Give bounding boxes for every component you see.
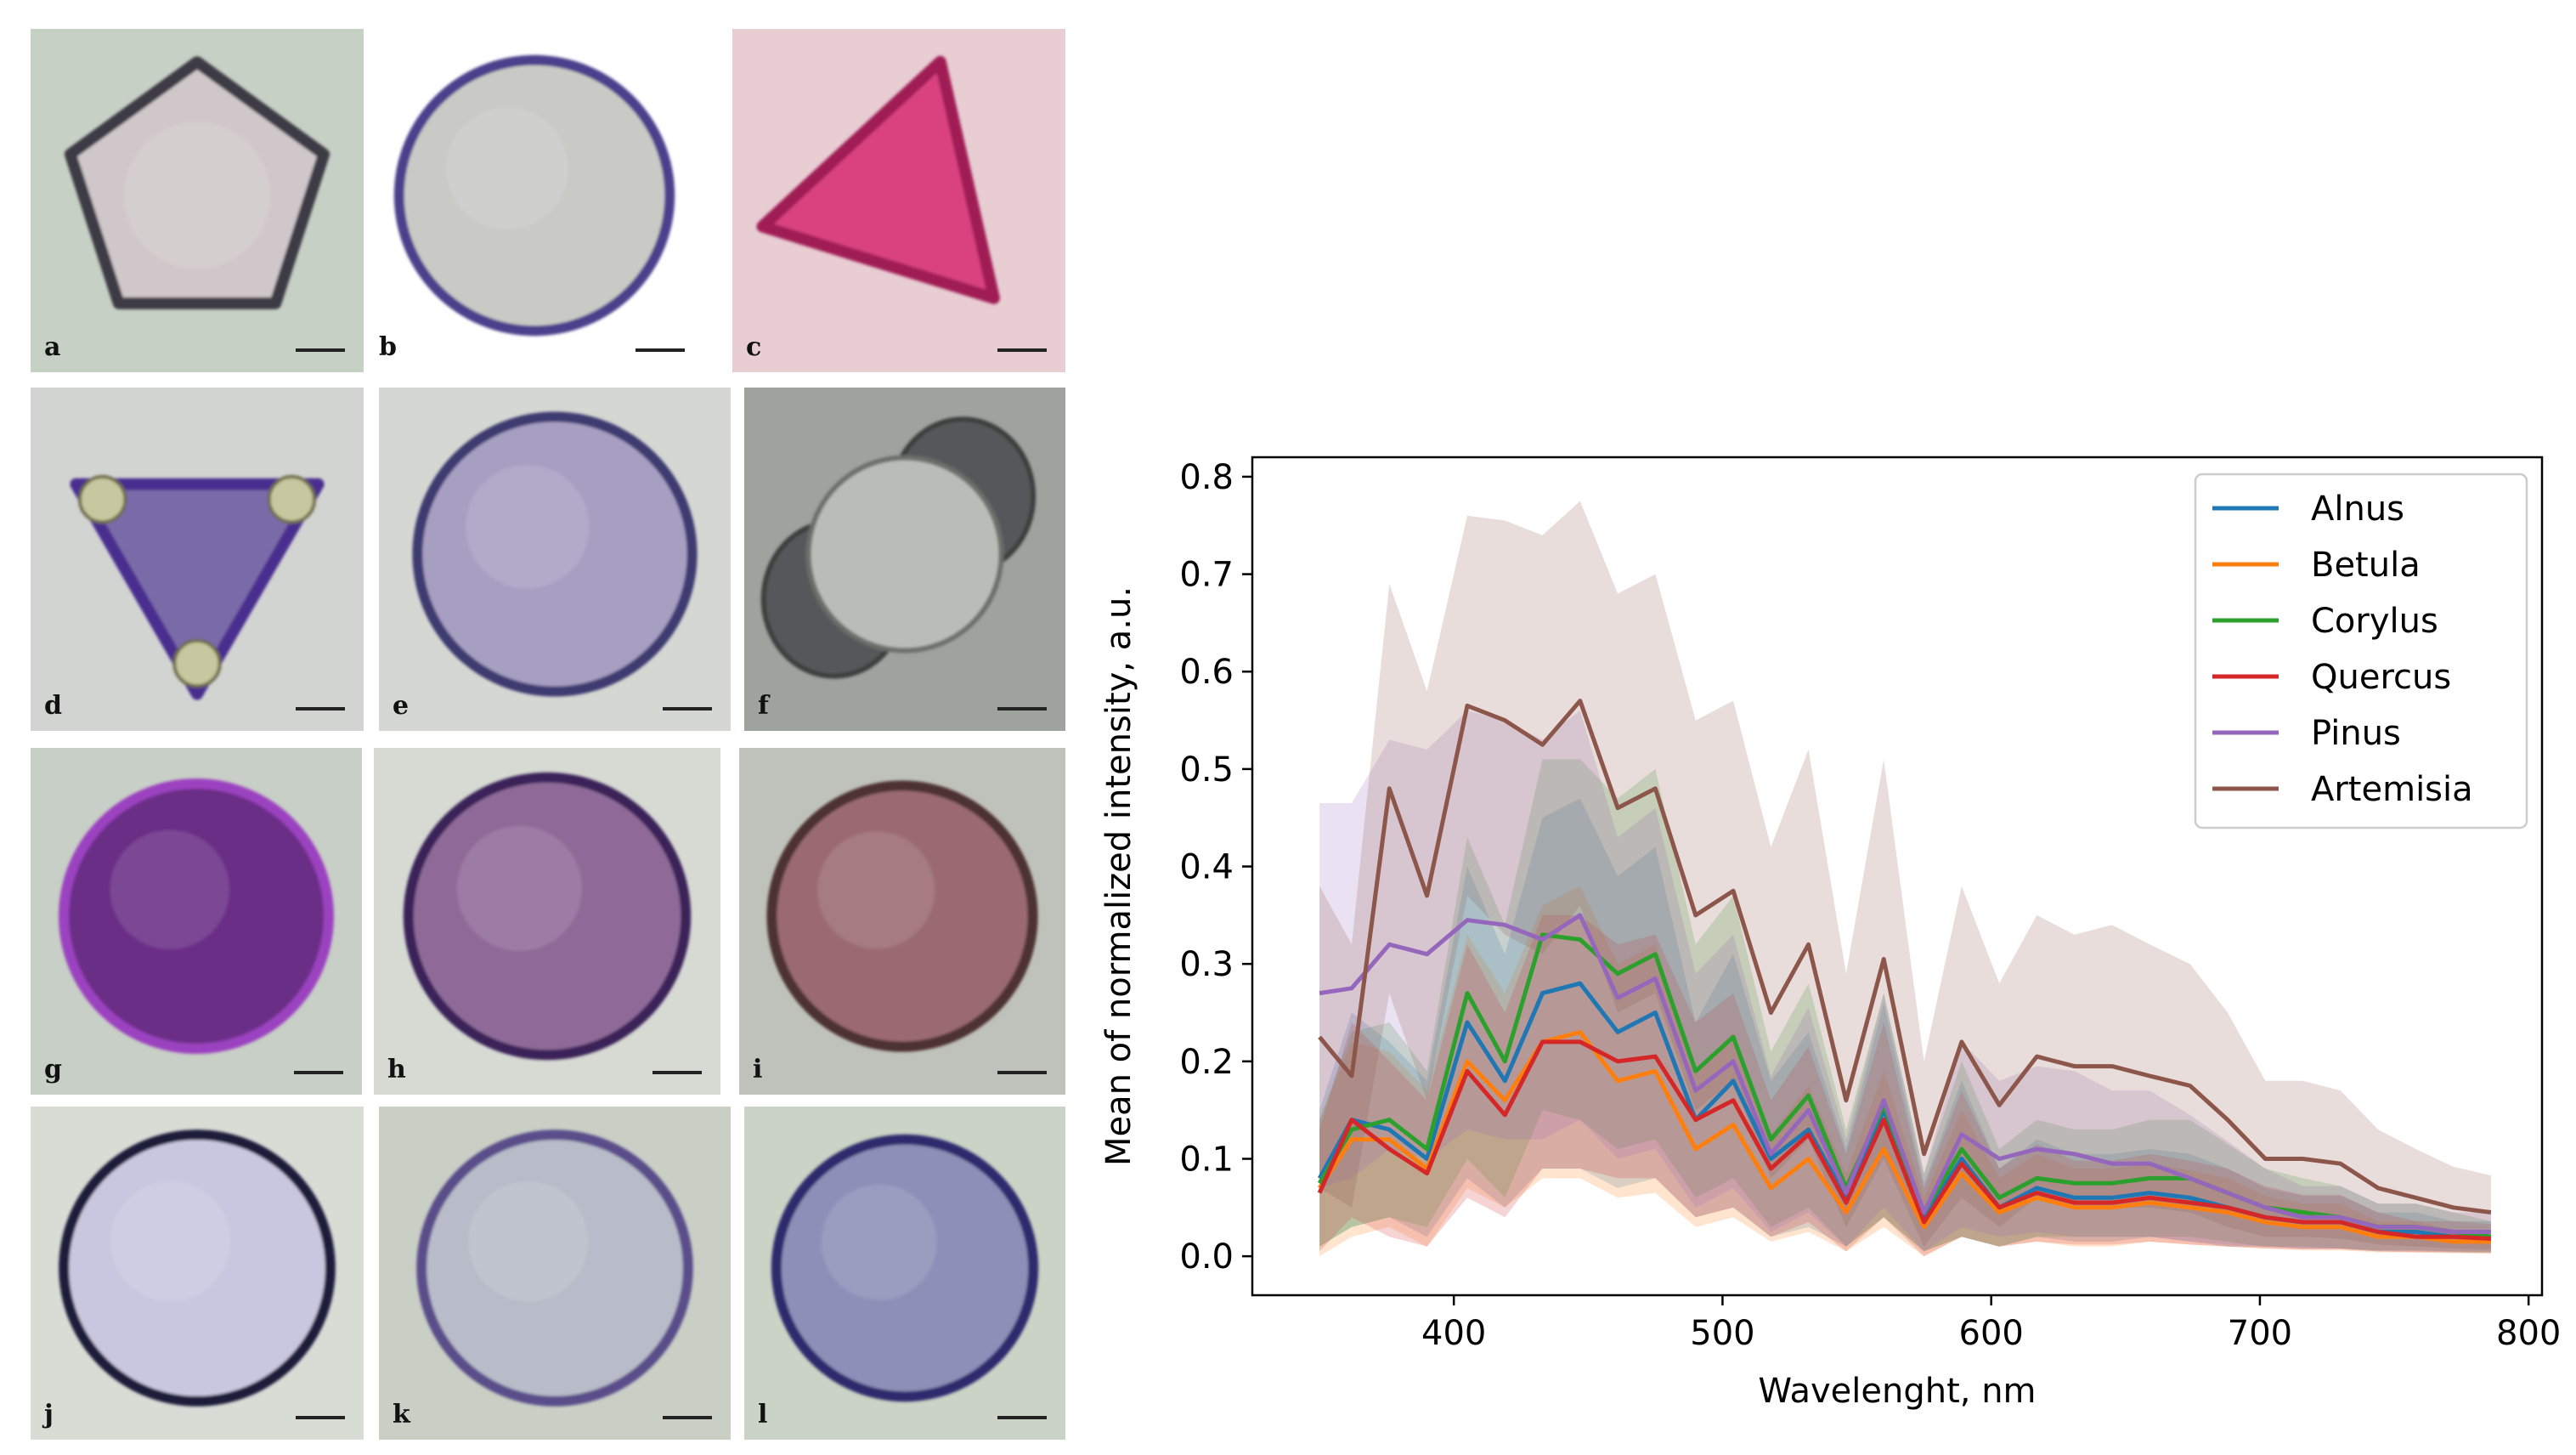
pollen-grain [403,772,692,1061]
band-betula [1319,886,2491,1257]
spectrum-chart: 400 500 600 700 800 0.0 0.1 0.2 0.3 0.4 0.5 0.6 0.7 0… [1099,456,2561,1411]
x-tick-label: 700 [2228,1314,2292,1353]
pollen-grain [59,778,334,1054]
pollen-grain [70,475,325,700]
micrograph-panel-d: d [31,388,364,731]
pollen-grain [59,1129,336,1407]
y-tick-label: 0.0 [1179,1237,1234,1277]
legend-item-corylus: Corylus [2212,602,2438,641]
y-tick-label: 0.2 [1179,1043,1234,1082]
micrograph-panel-b: b [365,29,703,372]
band-quercus [1319,914,2491,1257]
pollen-grain [760,416,1037,679]
line-betula [1318,1029,2491,1244]
line-artemisia [1318,699,2492,1214]
panel-label: b [379,332,397,362]
band-artemisia [1319,501,2491,1250]
x-axis-label: Wavelenght, nm [1758,1372,2036,1411]
y-tick-label: 0.8 [1179,458,1234,497]
micrograph-panel-g: g [31,748,362,1095]
legend-label: Alnus [2311,490,2404,529]
band-alnus [1319,798,2491,1253]
micrograph-panel-j: j [31,1107,364,1440]
plot-frame [1251,456,2544,1297]
pollen-grain [756,55,1000,304]
micrograph-panel-e: e [379,388,731,731]
legend-item-betula: Betula [2212,546,2421,585]
y-tick-label: 0.3 [1179,945,1234,984]
pollen-grain [771,1134,1039,1402]
y-tick-label: 0.1 [1179,1140,1234,1179]
panel-label: d [44,691,62,721]
panel-label: e [393,691,409,721]
legend-label: Betula [2311,546,2421,585]
x-tick-label: 400 [1421,1314,1486,1353]
micrograph-panel-c: c [732,29,1065,372]
legend: Alnus Betula Corylus Quercus Pinus Artemisia [2194,473,2528,829]
axis-ticks: 400 500 600 700 800 0.0 0.1 0.2 0.3 0.4 0.5 0.6 0.7 0… [1179,458,2561,1353]
legend-label: Pinus [2311,714,2401,753]
micrograph-panel-f: f [744,388,1065,731]
pollen-grain [393,54,675,337]
panel-label: c [746,332,761,362]
panel-label: j [42,1400,54,1430]
panel-label: h [387,1055,406,1084]
line-quercus [1317,1039,2492,1241]
pollen-grain [416,1129,693,1407]
pollen-grain [412,411,698,697]
micrograph-panel-k: k [379,1107,731,1440]
panel-label: g [44,1055,62,1084]
legend-item-pinus: Pinus [2212,714,2401,753]
legend-item-alnus: Alnus [2212,490,2404,529]
micrograph-grid: a b c d e f g h i j k l [31,29,1065,1440]
legend-label: Quercus [2311,658,2451,697]
band-corylus [1319,759,2491,1253]
pollen-grain [64,56,330,309]
series-lines [1317,699,2492,1244]
micrograph-panel-a: a [31,29,364,372]
x-tick-label: 600 [1959,1314,2024,1353]
y-tick-label: 0.6 [1179,653,1234,692]
micrograph-panel-l: l [744,1107,1065,1440]
pollen-grain [766,780,1038,1052]
panel-label: a [44,332,60,362]
panel-label: f [758,691,771,721]
panel-label: l [758,1400,767,1430]
confidence-bands [1319,501,2491,1257]
legend-label: Artemisia [2311,770,2473,809]
panel-label: i [753,1055,762,1084]
legend-label: Corylus [2311,602,2438,641]
micrograph-panel-h: h [374,748,720,1095]
y-tick-label: 0.7 [1179,556,1234,595]
band-pinus [1319,711,2491,1252]
y-tick-label: 0.5 [1179,750,1234,790]
x-tick-label: 800 [2496,1314,2561,1353]
legend-item-quercus: Quercus [2212,658,2451,697]
micrograph-panel-i: i [739,748,1065,1095]
line-pinus [1319,913,2491,1234]
y-axis-label: Mean of normalized intensity, a.u. [1099,586,1138,1166]
legend-item-artemisia: Artemisia [2212,770,2473,809]
y-tick-label: 0.4 [1179,848,1234,887]
x-tick-label: 500 [1690,1314,1754,1353]
panel-label: k [393,1400,411,1430]
